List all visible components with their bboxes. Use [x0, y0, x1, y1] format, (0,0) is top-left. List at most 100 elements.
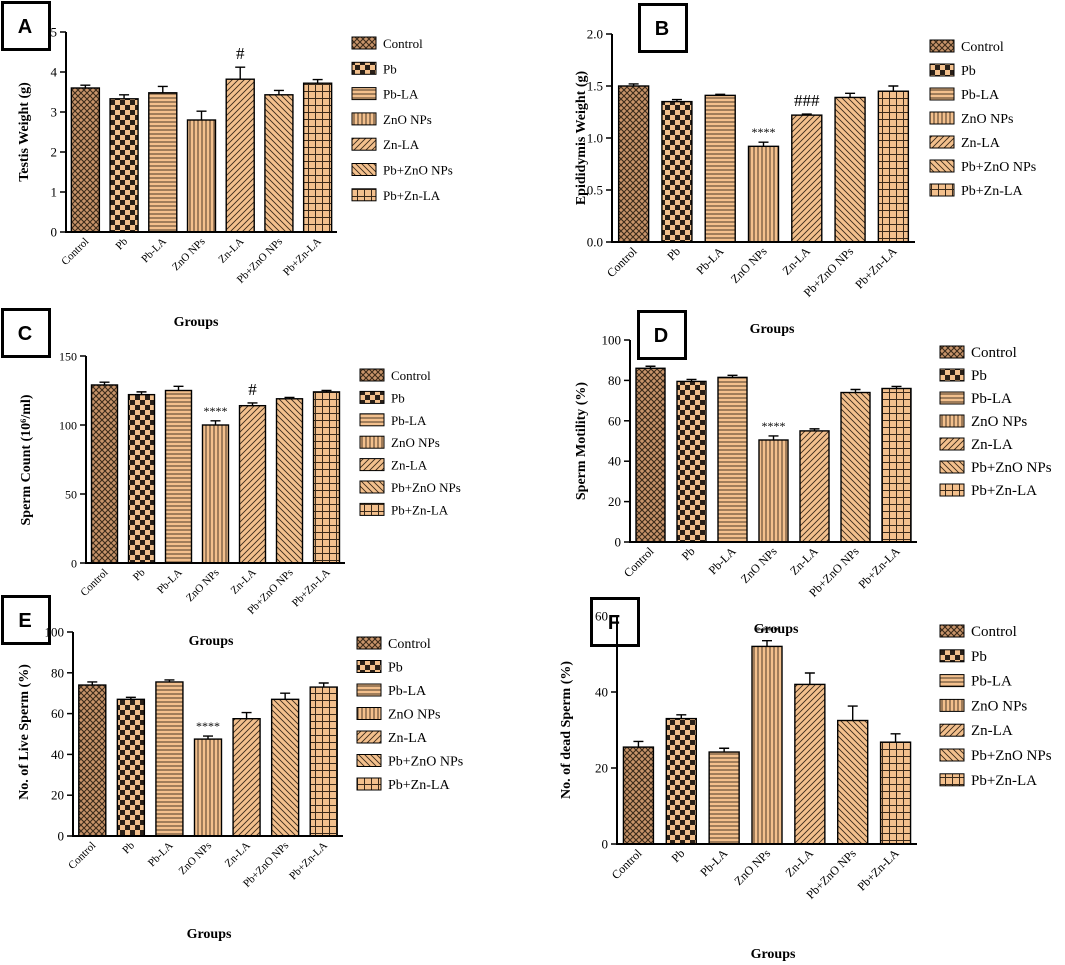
- error-bar: [280, 692, 291, 700]
- y-axis-label: No. of Live Sperm (%): [17, 664, 32, 800]
- legend-item: Pb+ZnO NPs: [971, 748, 1052, 764]
- error-bar: [235, 66, 246, 80]
- legend-item: Pb+Zn-LA: [391, 502, 449, 517]
- legend-swatch: [351, 137, 377, 151]
- y-tick-label: 0: [602, 837, 609, 852]
- bar-pb: [109, 98, 139, 233]
- legend-item: Control: [391, 368, 431, 383]
- x-tick-label: Control: [609, 846, 645, 882]
- bar-control: [622, 746, 655, 845]
- legend-item: Pb: [971, 649, 987, 665]
- legend-swatch: [929, 87, 955, 101]
- x-tick-label: Pb+Zn-LA: [290, 567, 333, 610]
- bar-control: [635, 367, 666, 543]
- bar-pb-la: [164, 389, 193, 564]
- panel-label: E: [18, 610, 31, 632]
- bar-pb-zn-la: [309, 686, 338, 837]
- bar-zn-la: [794, 683, 826, 845]
- legend-item: Zn-LA: [383, 137, 420, 152]
- panel-label: B: [655, 18, 669, 40]
- legend-swatch: [939, 368, 965, 382]
- legend-item: Pb: [391, 390, 405, 405]
- bar-pb: [676, 380, 707, 543]
- error-bar: [628, 83, 639, 86]
- y-tick-label: 40: [51, 747, 64, 762]
- bar-pb: [116, 698, 146, 837]
- y-tick-label: 1.0: [587, 131, 603, 146]
- y-tick-label: 100: [45, 625, 65, 640]
- error-bar: [762, 640, 772, 647]
- error-bar: [196, 110, 207, 120]
- bar-pb-zn-la: [879, 741, 912, 845]
- legend-swatch: [939, 437, 965, 451]
- x-tick-label: Pb: [669, 846, 688, 865]
- y-tick-label: 0: [58, 829, 65, 844]
- legend-item: Pb-LA: [961, 88, 1000, 103]
- legend-item: Pb+Zn-LA: [961, 184, 1023, 199]
- legend-swatch: [939, 773, 965, 787]
- axes: [629, 340, 917, 543]
- error-bar: [891, 385, 902, 389]
- error-bar: [727, 374, 738, 378]
- error-bar: [99, 381, 110, 385]
- y-tick-label: 3: [51, 105, 58, 120]
- bar-pb-zno-nps: [275, 398, 304, 564]
- legend-item: ZnO NPs: [391, 435, 440, 450]
- bar-pb-zno-nps: [264, 94, 294, 233]
- legend-item: Zn-LA: [391, 458, 428, 473]
- error-bar: [768, 435, 779, 440]
- axes: [611, 34, 915, 243]
- legend-swatch: [351, 112, 377, 126]
- error-bar: [119, 94, 130, 99]
- legend-item: Pb-LA: [971, 674, 1012, 690]
- y-tick-label: 60: [51, 706, 64, 721]
- legend-item: Control: [971, 624, 1017, 640]
- panel-label: D: [654, 325, 668, 347]
- legend-swatch: [356, 707, 382, 720]
- legend-item: Pb+Zn-LA: [971, 773, 1037, 789]
- legend-item: Pb+ZnO NPs: [961, 160, 1036, 175]
- x-tick-label: Pb: [113, 235, 130, 252]
- significance-annotation: #: [236, 44, 245, 63]
- error-bar: [80, 84, 91, 88]
- axes: [65, 32, 337, 233]
- error-bar: [136, 391, 147, 395]
- legend-item: Control: [961, 40, 1004, 55]
- x-tick-label: Pb-LA: [706, 544, 739, 577]
- panel-label-box: [638, 3, 688, 53]
- error-bar: [312, 78, 323, 84]
- x-tick-label: Control: [78, 567, 110, 599]
- legend-swatch: [939, 649, 965, 663]
- x-tick-label: Zn-LA: [216, 236, 246, 266]
- axes: [616, 616, 917, 845]
- y-axis-label: No. of dead Sperm (%): [559, 661, 574, 799]
- bar-zn-la: [225, 78, 255, 233]
- x-axis-label: Groups: [750, 322, 795, 337]
- y-tick-label: 40: [595, 685, 608, 700]
- bar-pb-la: [148, 92, 178, 233]
- legend-item: Pb-LA: [383, 87, 419, 102]
- error-bar: [804, 672, 815, 685]
- legend-item: Zn-LA: [971, 723, 1013, 739]
- legend-swatch: [359, 435, 385, 449]
- legend-item: Zn-LA: [388, 731, 428, 746]
- error-bar: [157, 85, 168, 93]
- legend-item: ZnO NPs: [971, 414, 1027, 430]
- bar-zno-nps: [751, 645, 783, 845]
- y-tick-label: 0.5: [587, 183, 603, 198]
- legend-swatch: [351, 87, 377, 101]
- error-bar: [715, 93, 726, 96]
- y-tick-label: 40: [608, 454, 621, 469]
- legend-swatch: [359, 458, 385, 472]
- legend-swatch: [359, 390, 385, 404]
- bar-control: [78, 684, 107, 837]
- x-axis-label: Groups: [754, 622, 799, 637]
- error-bar: [845, 92, 856, 98]
- legend-item: Pb: [971, 368, 987, 384]
- legend-swatch: [356, 636, 382, 650]
- legend-swatch: [939, 748, 965, 762]
